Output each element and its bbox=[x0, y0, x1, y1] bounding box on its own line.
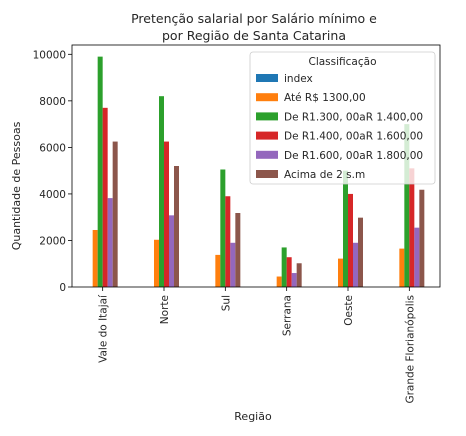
y-axis-label: Quantidade de Pessoas bbox=[10, 121, 23, 250]
legend-label-2: De R1.300, 00aR 1.400,00 bbox=[284, 111, 423, 123]
bar-3-3 bbox=[286, 257, 292, 287]
legend-swatch-4 bbox=[256, 150, 278, 159]
bar-1-5 bbox=[399, 248, 405, 287]
bar-1-0 bbox=[92, 229, 98, 287]
bar-3-2 bbox=[225, 196, 231, 287]
legend-label-0: index bbox=[284, 73, 313, 85]
legend-label-1: Até R$ 1300,00 bbox=[284, 92, 366, 104]
legend-swatch-2 bbox=[256, 112, 278, 121]
bar-5-4 bbox=[358, 217, 363, 287]
bar-2-4 bbox=[343, 170, 348, 287]
x-axis-label: Região bbox=[234, 410, 272, 423]
y-tick-label-10000: 10000 bbox=[33, 49, 66, 61]
legend-swatch-0 bbox=[256, 74, 278, 82]
x-tick-label-0: Vale do Itajaí bbox=[98, 294, 110, 363]
legend-swatch-1 bbox=[256, 93, 278, 102]
legend-label-4: De R1.600, 00aR 1.800,00 bbox=[284, 150, 423, 162]
bar-5-2 bbox=[235, 213, 241, 287]
legend-swatch-3 bbox=[256, 131, 278, 140]
bar-4-5 bbox=[414, 227, 420, 287]
y-tick-label-8000: 8000 bbox=[39, 96, 66, 108]
y-tick-label-0: 0 bbox=[59, 282, 66, 294]
bar-4-2 bbox=[230, 242, 236, 287]
bar-5-1 bbox=[174, 166, 179, 287]
bar-1-3 bbox=[276, 276, 282, 287]
x-tick-label-3: Serrana bbox=[282, 295, 294, 336]
bar-3-4 bbox=[348, 193, 353, 287]
bar-5-5 bbox=[419, 189, 425, 287]
legend-title: Classificação bbox=[309, 56, 377, 68]
plot-frame bbox=[71, 44, 441, 288]
bar-3-1 bbox=[164, 141, 169, 287]
bar-4-0 bbox=[107, 198, 113, 287]
bar-4-3 bbox=[291, 273, 297, 287]
bar-3-0 bbox=[102, 107, 108, 287]
legend-label-3: De R1.400, 00aR 1.600,00 bbox=[284, 131, 423, 143]
x-tick-label-5: Grande Florianópolis bbox=[404, 295, 416, 404]
bar-4-4 bbox=[353, 242, 358, 287]
y-tick-label-4000: 4000 bbox=[39, 189, 66, 201]
bar-5-3 bbox=[296, 263, 302, 287]
x-tick-label-1: Norte bbox=[159, 295, 171, 324]
bar-2-0 bbox=[97, 56, 103, 288]
bar-2-1 bbox=[159, 96, 164, 287]
y-tick-label-2000: 2000 bbox=[39, 235, 66, 247]
x-tick-label-4: Oeste bbox=[343, 295, 355, 326]
bar-1-4 bbox=[338, 258, 343, 287]
chart-title-line-2: por Região de Santa Catarina bbox=[162, 28, 346, 43]
bar-5-0 bbox=[112, 141, 118, 287]
bar-1-2 bbox=[215, 254, 221, 287]
x-tick-label-2: Sul bbox=[220, 295, 232, 311]
y-tick-label-6000: 6000 bbox=[39, 142, 66, 154]
legend-label-5: Acima de 2 s.m bbox=[284, 169, 365, 181]
chart-title-line-1: Pretenção salarial por Salário mínimo e bbox=[131, 11, 377, 26]
bar-4-1 bbox=[169, 215, 174, 287]
legend-box bbox=[249, 51, 436, 185]
bar-1-1 bbox=[154, 239, 159, 287]
legend-swatch-5 bbox=[256, 170, 278, 178]
plot-area: 0 2000 4000 6000 8000 10000 Vale do Itajaí Nort… bbox=[33, 44, 441, 404]
bar-3-5 bbox=[409, 168, 415, 287]
bar-2-5 bbox=[404, 124, 410, 287]
legend: Classificação index Até R$ 1300,00 De R1.30… bbox=[249, 51, 436, 185]
bar-2-3 bbox=[281, 247, 287, 287]
bar-2-2 bbox=[220, 169, 226, 287]
